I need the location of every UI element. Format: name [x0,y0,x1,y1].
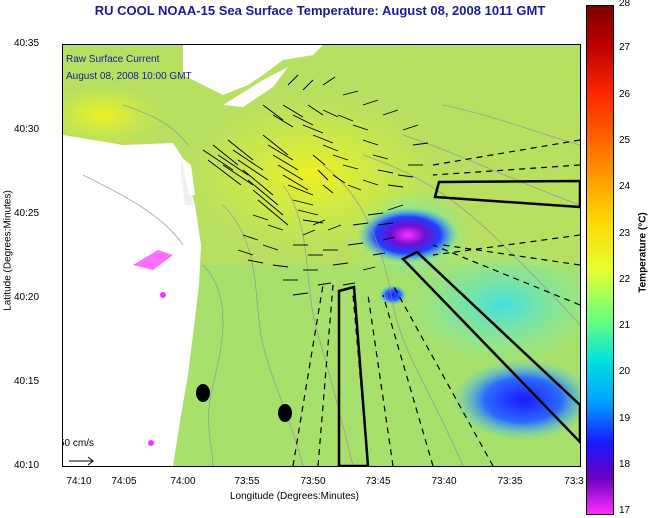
colorbar-tick: 25 [619,135,631,146]
xtick-label: 73:50 [300,476,326,487]
xtick-label: 73:35 [497,476,523,487]
temperature-colorbar [586,5,614,515]
current-timestamp: August 08, 2008 10:00 GMT [66,71,192,82]
land-sandy-hook [181,157,195,195]
xtick-label: 73:55 [234,476,260,487]
ytick-label: 40:15 [14,376,40,387]
xtick-label: 73:40 [431,476,457,487]
current-label: Raw Surface Current [66,54,160,65]
colorbar-tick: 21 [619,320,631,331]
xtick-label: 74:00 [170,476,196,487]
bathymetry-contours [82,104,580,466]
ytick-label: 40:20 [14,292,40,303]
station-marker [278,404,292,422]
x-axis-label: Longitude (Degrees:Minutes) [230,491,359,502]
xtick-label: 74:05 [111,476,137,487]
colorbar-tick: 22 [619,274,631,285]
station-marker [196,384,210,402]
colorbar-tick: 18 [619,459,631,470]
ytick-label: 40:35 [14,38,40,49]
land-new-jersey [63,135,201,466]
current-vectors [202,74,429,296]
survey-box-east [433,179,580,209]
ytick-label: 40:30 [14,124,40,135]
xtick-label: 74:10 [66,476,92,487]
colorbar-tick: 17 [619,505,631,516]
sst-map-graphic [63,45,580,466]
colorbar-tick: 27 [619,42,631,53]
colorbar-tick: 28 [619,0,631,9]
radar-radials [292,139,580,466]
colorbar-tick: 19 [619,413,631,424]
survey-box-southeast [400,250,580,444]
land-staten-island [183,45,323,95]
cold-water-patch [453,360,580,440]
sst-map: Raw Surface Current August 08, 2008 10:0… [62,44,581,467]
colorbar-tick: 23 [619,228,631,239]
cold-water-upwelling [358,207,458,263]
xtick-label: 73:3 [564,476,584,487]
xtick-label: 73:45 [365,476,391,487]
survey-boxes [337,179,580,466]
colorbar-tick: 24 [619,181,631,192]
map-title: RU COOL NOAA-15 Sea Surface Temperature:… [94,3,546,18]
colorbar-tick: 20 [619,366,631,377]
y-axis-label: Latitude (Degrees:Minutes) [2,190,14,311]
survey-box-south [337,285,370,466]
colorbar-tick: 26 [619,89,631,100]
scale-arrow [69,456,94,466]
ytick-label: 40:10 [14,460,40,471]
ytick-label: 40:25 [14,208,40,219]
scale-label: 50 cm/s [62,438,95,449]
colorbar-label: Temperature (°C) [637,212,649,293]
